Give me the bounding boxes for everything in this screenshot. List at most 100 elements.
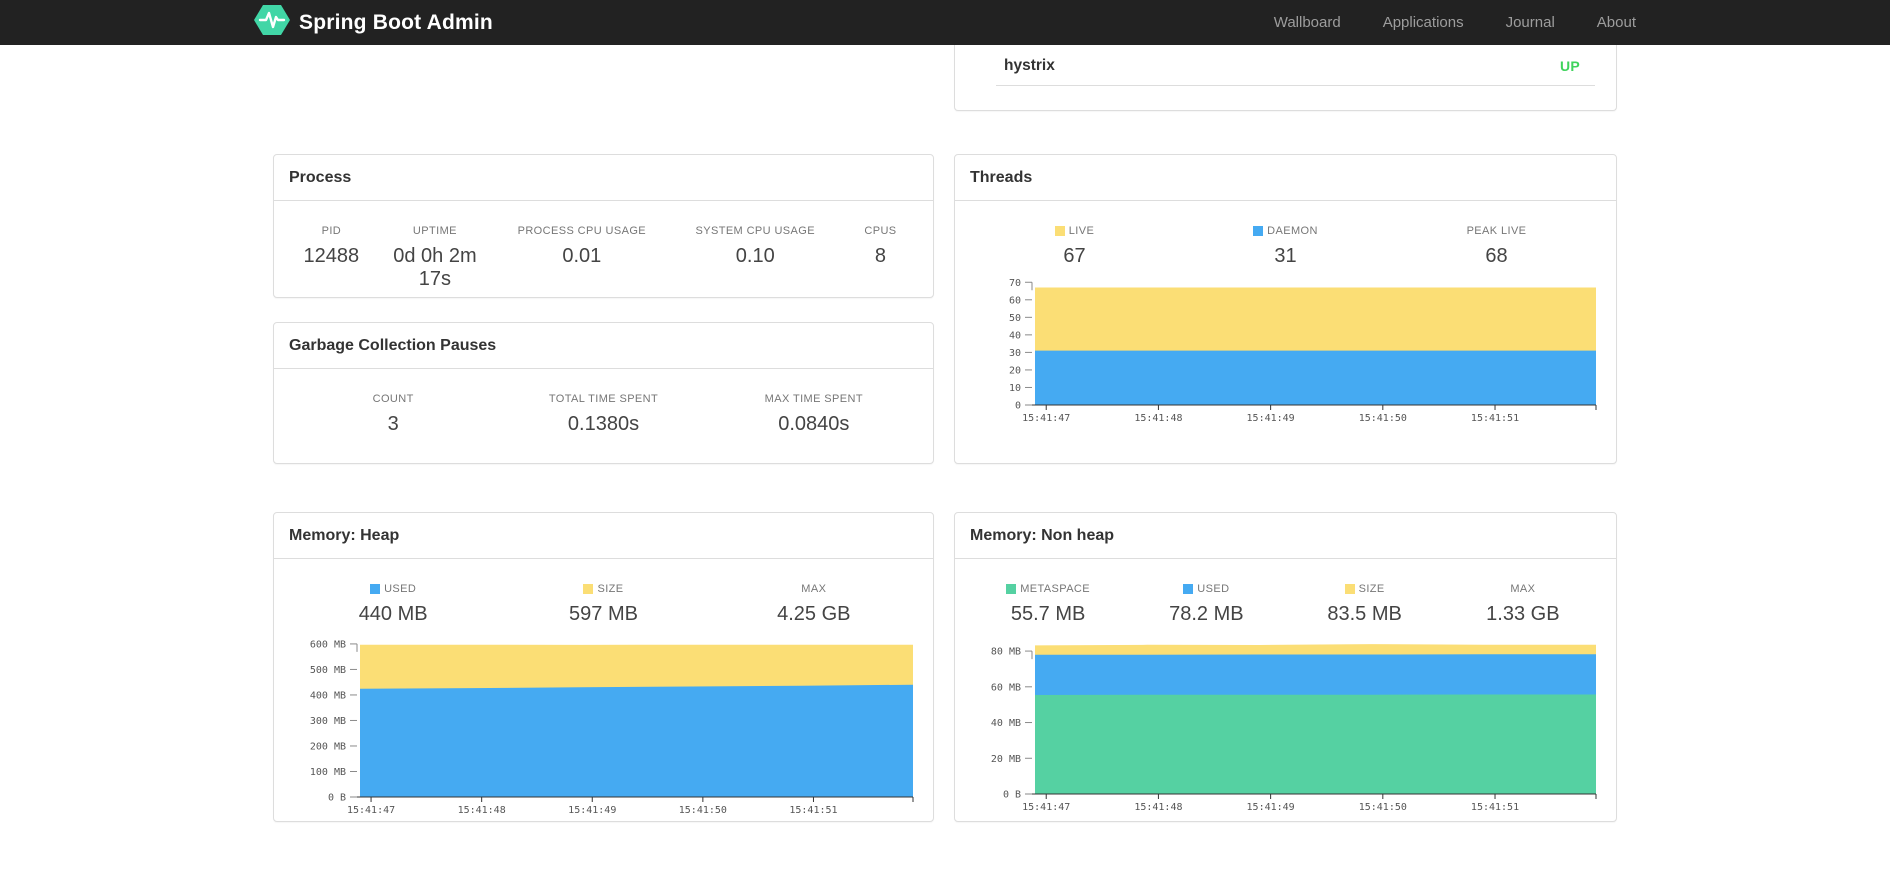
stat-system-cpu-value: 0.10 xyxy=(735,245,775,267)
navbar: Spring Boot Admin Wallboard Applications… xyxy=(0,0,1890,45)
svg-text:15:41:49: 15:41:49 xyxy=(568,805,616,816)
svg-text:300 MB: 300 MB xyxy=(310,716,346,727)
svg-text:15:41:51: 15:41:51 xyxy=(1471,802,1519,813)
gc-panel-title: Garbage Collection Pauses xyxy=(289,337,497,354)
svg-text:15:41:50: 15:41:50 xyxy=(1359,413,1407,424)
legend-live: LIVE 67 xyxy=(969,225,1180,268)
threads-legend-row: LIVE 67 DAEMON 31 PEAK LIVE 68 xyxy=(955,225,1616,268)
nav-link-applications[interactable]: Applications xyxy=(1382,14,1464,31)
brand-title: Spring Boot Admin xyxy=(299,10,493,34)
legend-heap-size: SIZE 597 MB xyxy=(498,583,708,626)
legend-metaspace-value: 55.7 MB xyxy=(1010,603,1086,625)
legend-live-value: 67 xyxy=(1063,245,1086,267)
stat-cpus: CPUS 8 xyxy=(842,225,919,291)
legend-nonheap-size-value: 83.5 MB xyxy=(1327,603,1402,625)
svg-text:20 MB: 20 MB xyxy=(991,754,1021,765)
stat-gc-total-time: TOTAL TIME SPENT 0.1380s xyxy=(498,393,708,436)
legend-peak-live-value: 68 xyxy=(1485,245,1508,267)
spring-boot-admin-logo-icon xyxy=(254,4,290,41)
svg-text:15:41:47: 15:41:47 xyxy=(1022,802,1070,813)
threads-chart: 0 10 20 30 40 50 60 70 15:41:47 15:41:48 15:41:49 1… xyxy=(955,271,1616,434)
stat-gc-total-time-value: 0.1380s xyxy=(567,413,640,435)
nav-link-about[interactable]: About xyxy=(1596,14,1636,31)
gc-panel-heading: Garbage Collection Pauses xyxy=(274,323,933,369)
application-row[interactable]: hystrix UP xyxy=(996,45,1595,86)
memory-heap-chart: 0 B 100 MB 200 MB 300 MB 400 MB 500 MB 600 MB 1… xyxy=(274,629,933,824)
legend-nonheap-max: MAX 1.33 GB xyxy=(1444,583,1602,626)
svg-text:30: 30 xyxy=(1009,348,1021,359)
svg-text:60: 60 xyxy=(1009,295,1021,306)
stat-pid-value: 12488 xyxy=(303,245,360,267)
legend-nonheap-size: SIZE 83.5 MB xyxy=(1286,583,1444,626)
svg-text:600 MB: 600 MB xyxy=(310,639,346,650)
svg-text:15:41:47: 15:41:47 xyxy=(347,805,395,816)
svg-text:70: 70 xyxy=(1009,278,1021,289)
stat-process-cpu-value: 0.01 xyxy=(562,245,602,267)
memory-heap-legend-row: USED 440 MB SIZE 597 MB MAX 4.25 GB xyxy=(274,583,933,626)
svg-text:0: 0 xyxy=(1015,401,1021,412)
legend-daemon-value: 31 xyxy=(1274,245,1297,267)
applications-status-panel: hystrix UP xyxy=(954,45,1617,111)
stat-cpus-value: 8 xyxy=(874,245,887,267)
svg-text:15:41:51: 15:41:51 xyxy=(789,805,837,816)
used-swatch-icon xyxy=(1183,584,1194,594)
memory-non-heap-legend-row: METASPACE 55.7 MB USED 78.2 MB SIZE 83.5… xyxy=(955,583,1616,626)
svg-text:15:41:49: 15:41:49 xyxy=(1247,802,1295,813)
size-swatch-icon xyxy=(583,584,594,594)
stat-gc-count-value: 3 xyxy=(387,413,399,435)
size-swatch-icon xyxy=(1344,584,1355,594)
stat-gc-max-time: MAX TIME SPENT 0.0840s xyxy=(709,393,919,436)
legend-nonheap-used-value: 78.2 MB xyxy=(1169,603,1244,625)
legend-peak-live: PEAK LIVE 68 xyxy=(1391,225,1602,268)
legend-heap-max-value: 4.25 GB xyxy=(777,603,851,625)
svg-text:15:41:48: 15:41:48 xyxy=(458,805,506,816)
threads-panel-title: Threads xyxy=(970,169,1033,186)
svg-text:0 B: 0 B xyxy=(1003,790,1021,801)
nav-link-wallboard[interactable]: Wallboard xyxy=(1273,14,1341,31)
legend-metaspace: METASPACE 55.7 MB xyxy=(969,583,1127,626)
legend-daemon: DAEMON 31 xyxy=(1180,225,1391,268)
svg-text:15:41:50: 15:41:50 xyxy=(679,805,727,816)
legend-nonheap-used: USED 78.2 MB xyxy=(1127,583,1285,626)
gc-panel: Garbage Collection Pauses COUNT 3 TOTAL … xyxy=(273,322,934,464)
legend-nonheap-max-value: 1.33 GB xyxy=(1486,603,1560,625)
legend-heap-size-value: 597 MB xyxy=(569,603,638,625)
svg-text:20: 20 xyxy=(1009,365,1021,376)
svg-text:40 MB: 40 MB xyxy=(991,718,1021,729)
svg-text:60 MB: 60 MB xyxy=(991,682,1021,693)
application-status-badge: UP xyxy=(1559,58,1580,74)
metaspace-swatch-icon xyxy=(1006,584,1017,594)
memory-non-heap-panel: Memory: Non heap METASPACE 55.7 MB USED … xyxy=(954,512,1617,822)
stat-uptime-value: 0d 0h 2m 17s xyxy=(393,245,477,290)
application-name[interactable]: hystrix xyxy=(1004,57,1055,74)
stat-gc-max-time-value: 0.0840s xyxy=(778,413,850,435)
daemon-swatch-icon xyxy=(1253,226,1264,236)
svg-text:15:41:49: 15:41:49 xyxy=(1247,413,1295,424)
svg-text:15:41:48: 15:41:48 xyxy=(1134,802,1182,813)
svg-text:15:41:50: 15:41:50 xyxy=(1359,802,1407,813)
process-panel-title: Process xyxy=(289,169,352,186)
nav-link-journal[interactable]: Journal xyxy=(1505,14,1555,31)
svg-text:200 MB: 200 MB xyxy=(310,741,346,752)
brand[interactable]: Spring Boot Admin xyxy=(254,4,493,41)
svg-text:40: 40 xyxy=(1009,330,1021,341)
svg-text:15:41:47: 15:41:47 xyxy=(1022,413,1070,424)
memory-non-heap-panel-title: Memory: Non heap xyxy=(970,527,1115,544)
svg-text:80 MB: 80 MB xyxy=(991,647,1021,658)
stat-system-cpu: SYSTEM CPU USAGE 0.10 xyxy=(669,225,842,291)
stat-pid: PID 12488 xyxy=(288,225,375,291)
svg-text:50: 50 xyxy=(1009,313,1021,324)
svg-text:15:41:48: 15:41:48 xyxy=(1134,413,1182,424)
svg-text:400 MB: 400 MB xyxy=(310,690,346,701)
threads-panel-heading: Threads xyxy=(955,155,1616,201)
memory-heap-panel-heading: Memory: Heap xyxy=(274,513,933,559)
svg-text:100 MB: 100 MB xyxy=(310,767,346,778)
svg-text:10: 10 xyxy=(1009,383,1021,394)
process-panel: Process PID 12488 UPTIME 0d 0h 2m 17s PR… xyxy=(273,154,934,298)
legend-heap-used: USED 440 MB xyxy=(288,583,498,626)
memory-heap-panel-title: Memory: Heap xyxy=(289,527,400,544)
legend-heap-max: MAX 4.25 GB xyxy=(709,583,919,626)
memory-heap-panel: Memory: Heap USED 440 MB SIZE 597 MB MAX… xyxy=(273,512,934,822)
process-stats-row: PID 12488 UPTIME 0d 0h 2m 17s PROCESS CP… xyxy=(274,225,933,291)
memory-non-heap-panel-heading: Memory: Non heap xyxy=(955,513,1616,559)
